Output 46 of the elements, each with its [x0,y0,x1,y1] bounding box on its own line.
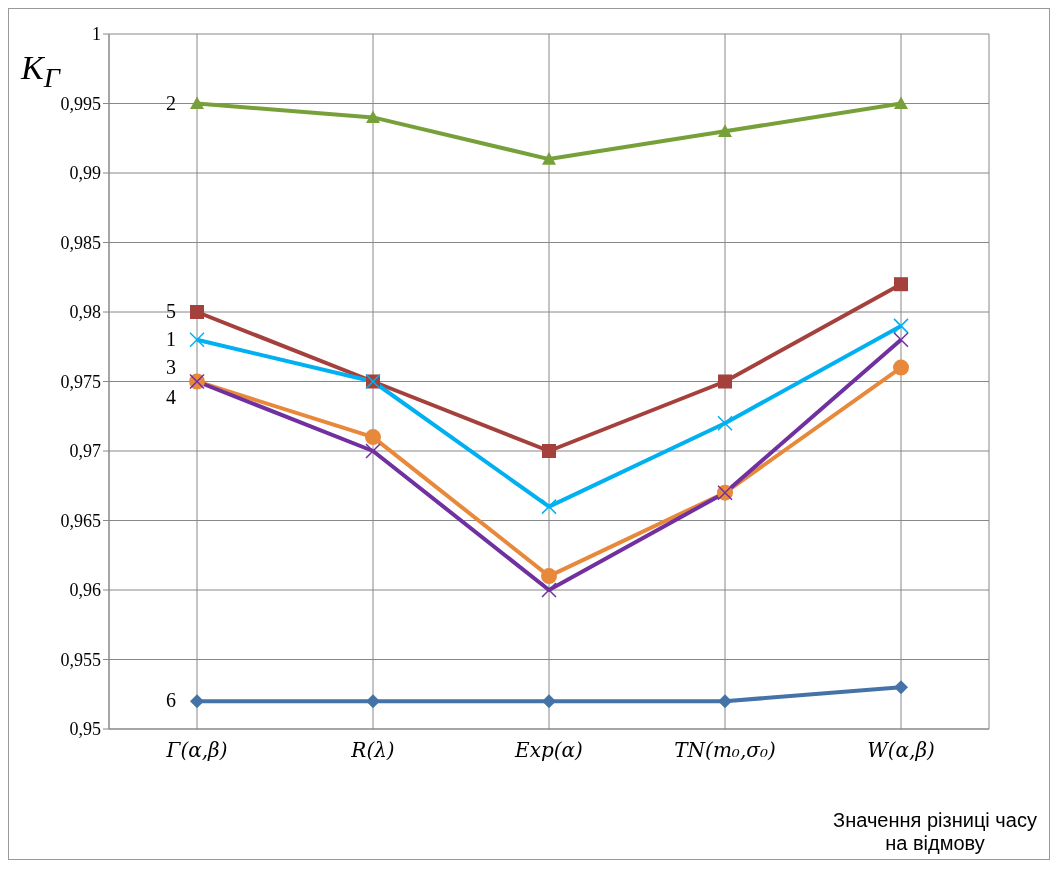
point [718,124,732,137]
point [366,694,380,709]
point [718,694,732,709]
point [541,498,557,515]
point [894,96,908,110]
series-label: 5 [166,300,176,322]
y-tick-label: 0,965 [60,510,101,531]
series-label: 2 [166,91,176,114]
point [541,568,557,585]
y-tick-label: 0,985 [60,232,101,253]
point [542,444,556,458]
point [190,694,204,709]
point [893,318,909,334]
point [893,332,909,348]
x-axis-title: Значення різниці часу на відмову [832,809,1038,855]
point [189,332,205,348]
y-tick-label: 0,99 [69,163,101,184]
point [366,110,380,123]
series-label: 1 [166,327,176,350]
point [894,680,908,695]
series-label: 6 [166,689,176,712]
x-tick-label: Γ(α,β) [165,738,228,762]
y-tick-label: 0,98 [69,302,101,323]
x-tick-label: TN(m₀,σ₀) [674,738,776,762]
point [893,359,909,376]
point [190,305,204,319]
x-tick-label: R(λ) [350,738,395,762]
y-tick-label: 0,97 [69,441,101,462]
point [717,415,733,431]
x-tick-label: W(α,β) [867,738,935,762]
point [365,429,381,446]
point [190,96,204,110]
y-tick-label: 0,995 [60,93,101,114]
point [718,374,732,389]
point [542,694,556,709]
series-label: 4 [166,385,176,408]
y-tick-label: 1 [92,24,101,45]
y-tick-label: 0,975 [60,371,101,392]
y-tick-label: 0,95 [69,719,101,740]
y-tick-label: 0,96 [69,580,101,601]
point [894,277,908,292]
point [542,152,556,165]
y-axis-title: K$_{Γ}$ [21,49,60,94]
x-tick-label: Exp(α) [514,738,583,762]
series-label: 3 [166,355,176,378]
y-tick-label: 0,955 [60,649,101,670]
